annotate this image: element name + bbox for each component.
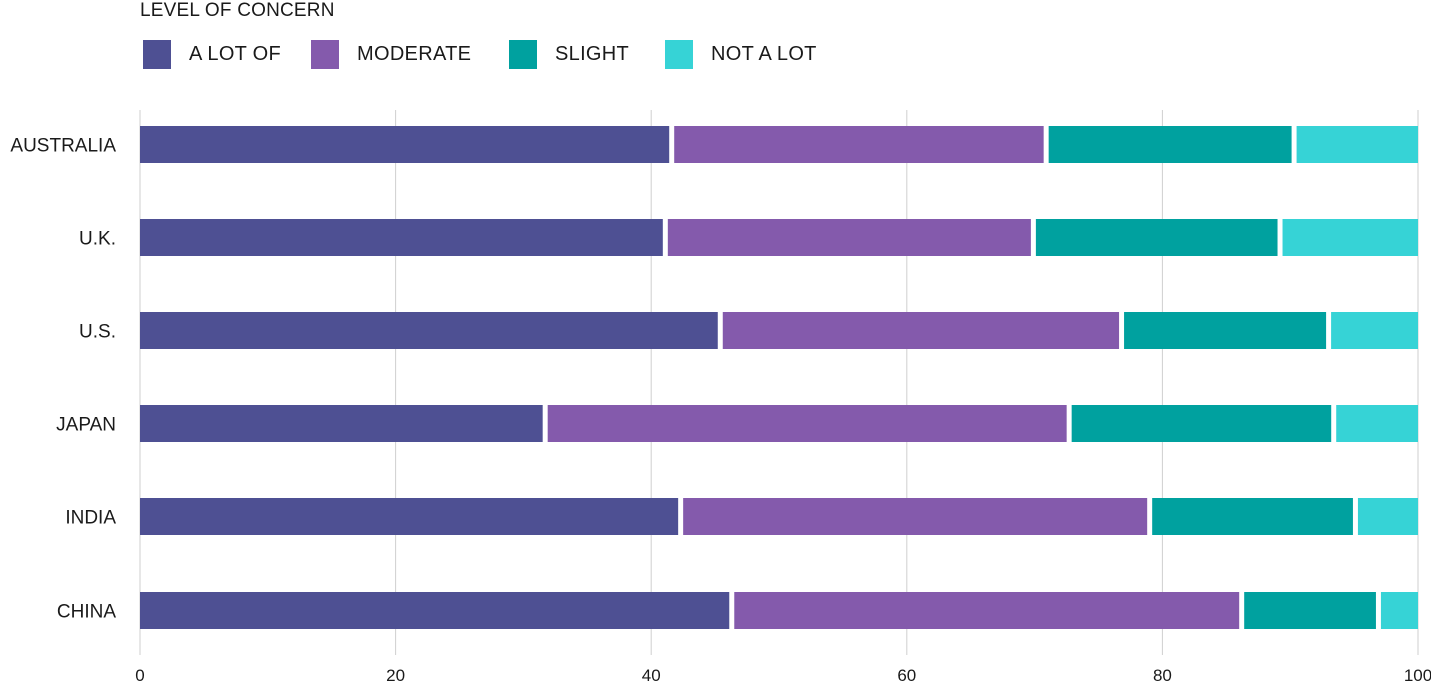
x-tick-label: 60: [897, 666, 916, 685]
x-tick-label: 0: [135, 666, 144, 685]
legend-label-slight: SLIGHT: [555, 43, 630, 65]
x-tick-label: 100: [1404, 666, 1431, 685]
bar-japan-moderate: [547, 405, 1067, 442]
bar-u-k-moderate: [667, 219, 1031, 256]
bar-u-k-not-a-lot: [1282, 219, 1418, 256]
legend-swatch-not-a-lot: [665, 40, 693, 69]
legend-swatch-moderate: [311, 40, 339, 69]
bar-japan-a-lot-of: [140, 405, 543, 442]
bars: [140, 126, 1418, 629]
chart-legend: A LOT OF MODERATE SLIGHT NOT A LOT: [143, 40, 845, 69]
category-label-australia: AUSTRALIA: [10, 136, 116, 157]
x-axis-ticks: 0 20 40 60 80 100: [135, 666, 1431, 685]
bar-u-s-not-a-lot: [1331, 312, 1418, 349]
bar-china-a-lot-of: [140, 592, 730, 629]
bar-india-not-a-lot: [1357, 498, 1418, 535]
legend-label-moderate: MODERATE: [357, 43, 472, 65]
legend-swatch-slight: [509, 40, 537, 69]
bar-australia-a-lot-of: [140, 126, 670, 163]
category-label-china: CHINA: [57, 602, 116, 623]
bar-u-s-a-lot-of: [140, 312, 718, 349]
bar-india-a-lot-of: [140, 498, 679, 535]
category-label-japan: JAPAN: [56, 415, 116, 436]
legend-item-moderate: MODERATE: [311, 40, 509, 69]
legend-label-a-lot-of: A LOT OF: [189, 43, 282, 65]
bar-india-moderate: [683, 498, 1148, 535]
legend-item-not-a-lot: NOT A LOT: [665, 40, 845, 69]
bar-u-s-slight: [1124, 312, 1327, 349]
category-label-india: INDIA: [65, 508, 116, 529]
bar-u-s-moderate: [722, 312, 1120, 349]
bar-australia-slight: [1048, 126, 1292, 163]
bar-china-slight: [1244, 592, 1376, 629]
bar-u-k-a-lot-of: [140, 219, 663, 256]
bar-china-moderate: [734, 592, 1240, 629]
gridlines: [139, 110, 1419, 655]
legend-item-a-lot-of: A LOT OF: [143, 40, 311, 69]
bar-japan-slight: [1071, 405, 1332, 442]
bar-u-k-slight: [1035, 219, 1278, 256]
bar-australia-moderate: [674, 126, 1044, 163]
legend-title: LEVEL OF CONCERN: [140, 0, 335, 21]
x-tick-label: 80: [1153, 666, 1172, 685]
legend-label-not-a-lot: NOT A LOT: [711, 43, 817, 65]
category-labels: AUSTRALIA U.K. U.S. JAPAN INDIA CHINA: [10, 136, 116, 623]
bar-australia-not-a-lot: [1296, 126, 1418, 163]
bar-india-slight: [1152, 498, 1353, 535]
bar-japan-not-a-lot: [1336, 405, 1418, 442]
legend-swatch-a-lot-of: [143, 40, 171, 69]
x-tick-label: 40: [642, 666, 661, 685]
bar-china-not-a-lot: [1380, 592, 1418, 629]
x-tick-label: 20: [386, 666, 405, 685]
category-label-u-k: U.K.: [79, 229, 116, 250]
legend-item-slight: SLIGHT: [509, 40, 665, 69]
category-label-u-s: U.S.: [79, 322, 116, 343]
